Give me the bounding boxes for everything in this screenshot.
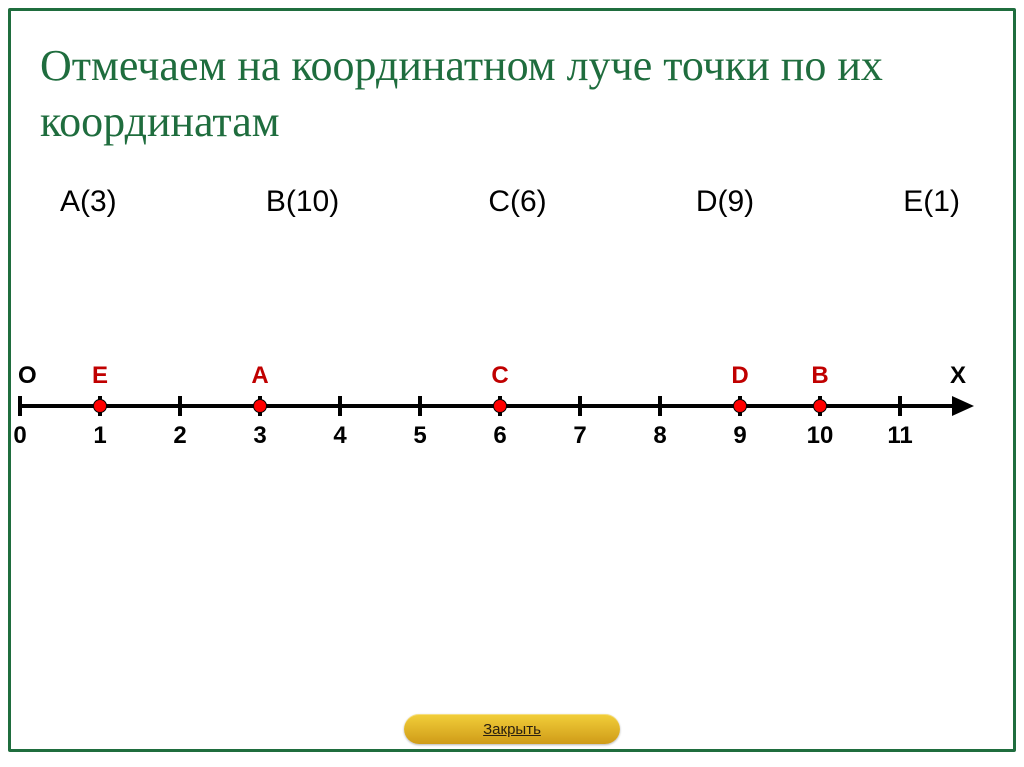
point-dot (813, 399, 827, 413)
close-button[interactable]: Закрыть (404, 714, 620, 744)
coord-item: D(9) (696, 185, 754, 219)
tick-label: 5 (413, 422, 426, 450)
point-label: A (251, 362, 268, 390)
tick (658, 396, 662, 416)
origin-label: О (18, 362, 37, 390)
tick-label: 4 (333, 422, 346, 450)
tick-label: 10 (807, 422, 834, 450)
point-label: D (731, 362, 748, 390)
coord-item: B(10) (266, 185, 339, 219)
tick-label: 9 (733, 422, 746, 450)
x-axis-label: Х (950, 362, 966, 390)
tick-label: 0 (13, 422, 26, 450)
coordinates-row: A(3) B(10) C(6) D(9) E(1) (60, 185, 960, 219)
point-label: E (92, 362, 108, 390)
coord-item: A(3) (60, 185, 117, 219)
point-dot (93, 399, 107, 413)
tick (578, 396, 582, 416)
coord-item: E(1) (903, 185, 960, 219)
tick (898, 396, 902, 416)
tick-label: 7 (573, 422, 586, 450)
tick-label: 1 (93, 422, 106, 450)
number-line-axis: О Х 01234567891011EACDB (20, 392, 980, 462)
tick-label: 6 (493, 422, 506, 450)
tick (178, 396, 182, 416)
tick-label: 2 (173, 422, 186, 450)
page-title: Отмечаем на координатном луче точки по и… (40, 38, 960, 151)
arrowhead-icon (952, 396, 974, 416)
tick (338, 396, 342, 416)
point-dot (733, 399, 747, 413)
tick-label: 3 (253, 422, 266, 450)
point-label: C (491, 362, 508, 390)
tick-label: 8 (653, 422, 666, 450)
point-dot (253, 399, 267, 413)
point-label: B (811, 362, 828, 390)
tick-label: 11 (887, 422, 912, 450)
point-dot (493, 399, 507, 413)
tick (18, 396, 22, 416)
close-button-label: Закрыть (483, 721, 541, 738)
tick (418, 396, 422, 416)
coord-item: C(6) (488, 185, 546, 219)
